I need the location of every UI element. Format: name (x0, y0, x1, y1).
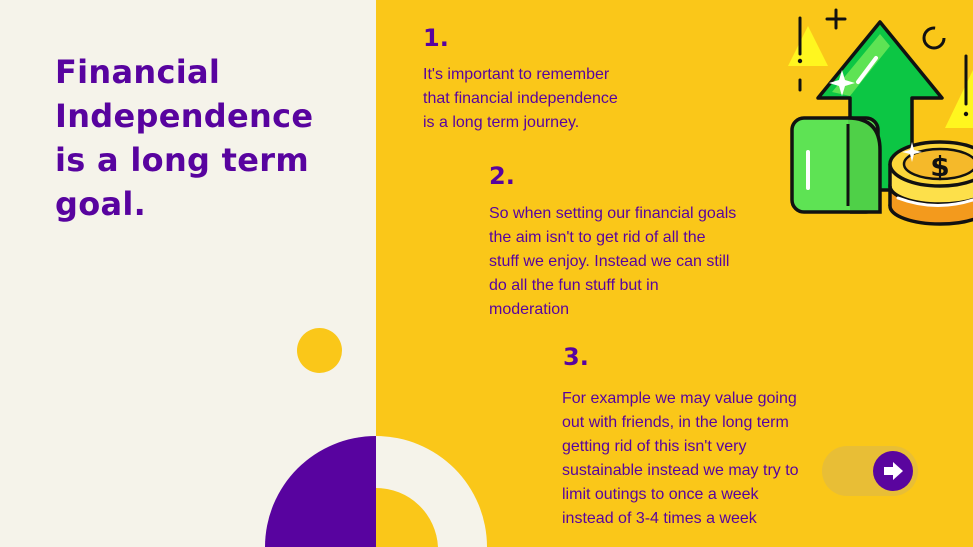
semicircle-graphic (265, 436, 487, 547)
arrow-right-icon (884, 462, 903, 480)
warning-triangle-icon (945, 54, 973, 128)
coin-stack-icon (888, 140, 973, 226)
warning-triangle-icon (788, 16, 828, 92)
point-3-text: For example we may value going out with … (562, 390, 799, 527)
point-1-text: It's important to remember that financia… (423, 66, 618, 131)
page-title: Financial Independence is a long term go… (55, 53, 314, 223)
money-growth-illustration: $ (780, 0, 973, 240)
plus-icon (825, 8, 847, 30)
svg-text:$: $ (930, 150, 949, 183)
decorative-semicircles (264, 436, 490, 547)
sparkle-icon (829, 70, 855, 96)
point-1-number: 1. (423, 24, 449, 52)
decorative-yellow-circle (297, 328, 342, 373)
banknote-icon (790, 116, 882, 214)
point-2-number: 2. (489, 162, 515, 190)
point-2-text: So when setting our financial goals the … (489, 205, 737, 318)
next-slide-button[interactable] (873, 451, 913, 491)
dollar-sign-icon: $ (930, 150, 949, 183)
point-3-number: 3. (563, 343, 589, 371)
